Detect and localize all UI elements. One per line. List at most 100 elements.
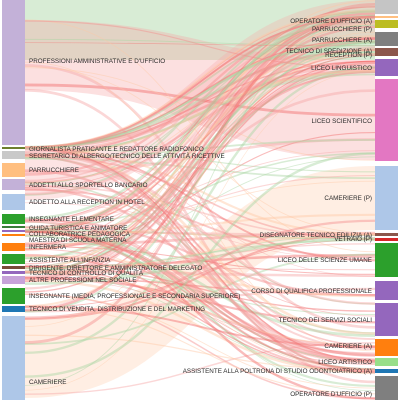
left-node[interactable] <box>2 179 25 190</box>
right-node[interactable] <box>375 303 398 336</box>
flow-line <box>24 245 376 275</box>
flow-line <box>24 279 376 375</box>
flow-line <box>24 229 376 363</box>
flow-line <box>24 38 376 46</box>
flow-line <box>24 89 376 246</box>
left-node[interactable] <box>2 306 25 312</box>
flow-line <box>24 131 376 250</box>
flow-line <box>24 305 376 348</box>
left-node[interactable] <box>2 254 25 264</box>
flow-line <box>24 306 376 395</box>
right-node[interactable] <box>375 32 398 46</box>
flow-line <box>24 293 376 400</box>
flow-line <box>24 61 376 188</box>
flow-line <box>24 157 376 180</box>
flow-line <box>24 169 376 364</box>
left-node[interactable] <box>2 266 25 269</box>
flow-line <box>24 218 376 360</box>
left-node-label: COLLABORATRICE PEDAGOGICA <box>29 231 131 238</box>
left-node-label: ASSISTENTE ALL'INFANZIA <box>29 257 111 264</box>
left-node[interactable] <box>2 147 25 149</box>
left-node-label: PARRUCCHIERE <box>29 167 79 174</box>
left-node[interactable] <box>2 243 25 251</box>
left-node-label: INFERMERA <box>29 244 67 251</box>
flow-line <box>24 15 376 259</box>
right-node[interactable] <box>375 48 398 56</box>
flow-line <box>24 20 376 69</box>
right-node[interactable] <box>375 238 398 241</box>
flow-line <box>24 19 376 253</box>
flow-line <box>24 235 376 370</box>
flow-line <box>24 188 376 259</box>
flow-line <box>24 184 376 240</box>
flow-line <box>24 53 376 233</box>
right-node-label: ASSISTENTE ALLA POLTRONA DI STUDIO ODONT… <box>183 368 372 375</box>
right-node[interactable] <box>375 339 398 356</box>
right-node[interactable] <box>375 20 398 28</box>
left-node[interactable] <box>2 226 25 228</box>
flow-line <box>24 270 376 347</box>
left-node[interactable] <box>2 271 25 274</box>
right-node-label: DISEGNATORE TECNICO EDILIZIA (A) <box>260 232 372 239</box>
flow-line <box>24 152 376 228</box>
flow-line <box>24 3 376 344</box>
right-node[interactable] <box>375 369 398 373</box>
left-node-label: GIORNALISTA PRATICANTE E REDATTORE RADIO… <box>29 146 204 153</box>
flow-line <box>24 231 376 246</box>
flow-line <box>24 40 376 196</box>
flow-line <box>24 49 376 233</box>
flow-line <box>24 152 376 378</box>
flow-line <box>24 253 376 269</box>
left-node[interactable] <box>2 151 25 159</box>
left-node[interactable] <box>2 214 25 224</box>
flow-line <box>24 83 376 117</box>
flow-line <box>24 243 376 274</box>
flow-line <box>24 37 376 223</box>
left-node[interactable] <box>2 163 25 177</box>
flow-line <box>24 66 376 234</box>
right-node[interactable] <box>375 16 398 18</box>
flow-line <box>24 170 376 351</box>
right-node-label: LICEO SCIENTIFICO <box>311 118 372 125</box>
flow-line <box>24 40 376 274</box>
right-node-label: TECNICO DEI SERVIZI SOCIALI <box>279 317 373 324</box>
flow-line <box>24 24 376 185</box>
flow-line <box>24 156 376 258</box>
left-node-label: DIRIGENTE, DIRETTORE E AMMINISTRATORE DE… <box>29 265 202 272</box>
flow-line <box>24 265 376 271</box>
flow-line <box>24 248 376 354</box>
right-node[interactable] <box>375 233 398 236</box>
flow-line <box>24 66 376 355</box>
flow-line <box>24 239 376 308</box>
right-node[interactable] <box>375 79 398 161</box>
flow-line <box>24 70 376 157</box>
right-node[interactable] <box>375 0 398 14</box>
left-node-label: ALTRE PROFESSIONI NEL SOCIALE <box>29 277 136 284</box>
right-node[interactable] <box>375 281 398 300</box>
flow-line <box>24 147 376 173</box>
flow-line <box>24 14 376 220</box>
flow-line <box>24 16 376 312</box>
flow-line <box>24 16 376 309</box>
flow-line <box>24 235 376 275</box>
right-node-label: CAMERIERE (P) <box>324 195 372 202</box>
left-node[interactable] <box>2 0 25 145</box>
right-node-label: LICEO ARTISTICO <box>318 359 372 366</box>
left-node[interactable] <box>2 234 25 236</box>
flow-line <box>24 55 376 268</box>
left-node[interactable] <box>2 316 25 400</box>
left-node[interactable] <box>2 288 25 304</box>
right-node[interactable] <box>375 166 398 230</box>
flow-line <box>24 229 376 337</box>
flow-line <box>24 11 376 290</box>
right-node[interactable] <box>375 243 398 277</box>
flow-line <box>24 287 376 313</box>
left-node[interactable] <box>2 276 25 284</box>
left-node[interactable] <box>2 230 25 232</box>
right-node[interactable] <box>375 358 398 366</box>
right-node[interactable] <box>375 376 398 400</box>
left-node[interactable] <box>2 194 25 210</box>
right-node[interactable] <box>375 59 398 76</box>
flow-band <box>25 166 375 398</box>
